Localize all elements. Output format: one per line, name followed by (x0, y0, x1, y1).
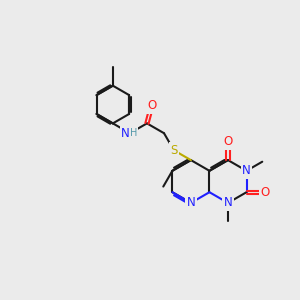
Text: O: O (147, 99, 156, 112)
Text: N: N (242, 164, 251, 177)
Text: H: H (130, 128, 137, 138)
Text: N: N (224, 196, 232, 209)
Text: O: O (224, 135, 232, 148)
Text: O: O (260, 186, 269, 199)
Text: N: N (121, 127, 130, 140)
Text: N: N (187, 196, 195, 209)
Text: S: S (170, 144, 178, 157)
